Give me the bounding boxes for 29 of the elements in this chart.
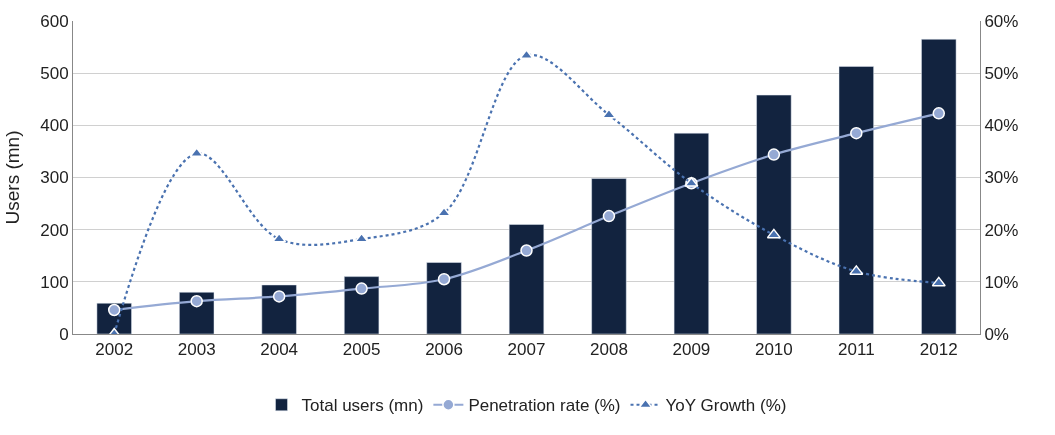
y2-tick-label: 0% [984,324,1009,344]
x-tick-label: 2007 [507,340,546,360]
y2-tick-label: 20% [984,220,1019,240]
legend-label: YoY Growth (%) [665,396,787,416]
x-tick-label: 2005 [342,340,381,360]
y-tick-label: 200 [40,220,69,240]
y2-tick-label: 10% [984,272,1019,292]
y-tick-label: 500 [40,64,69,84]
x-tick-label: 2012 [919,340,958,360]
x-tick-label: 2003 [177,340,216,360]
x-tick-label: 2002 [95,340,134,360]
y2-tick-label: 60% [984,11,1019,31]
y-tick-label: 400 [40,116,69,136]
y-tick-label: 300 [40,168,69,188]
y-tick-label: 600 [40,11,69,31]
x-tick-label: 2008 [590,340,628,360]
y-tick-label: 100 [40,272,69,292]
x-tick-label: 2004 [260,340,299,360]
x-tick-label: 2010 [754,340,793,360]
legend-label: Total users (mn) [301,396,424,416]
x-tick-label: 2009 [672,340,711,360]
y2-tick-label: 40% [984,116,1019,136]
legend-label: Penetration rate (%) [468,396,621,416]
x-tick-label: 2011 [838,340,875,360]
y-axis-title: Users (mn) [2,130,24,225]
y2-tick-label: 30% [984,168,1019,188]
x-tick-label: 2006 [425,340,463,360]
y2-tick-label: 50% [984,64,1019,84]
y-tick-label: 0 [59,324,69,344]
